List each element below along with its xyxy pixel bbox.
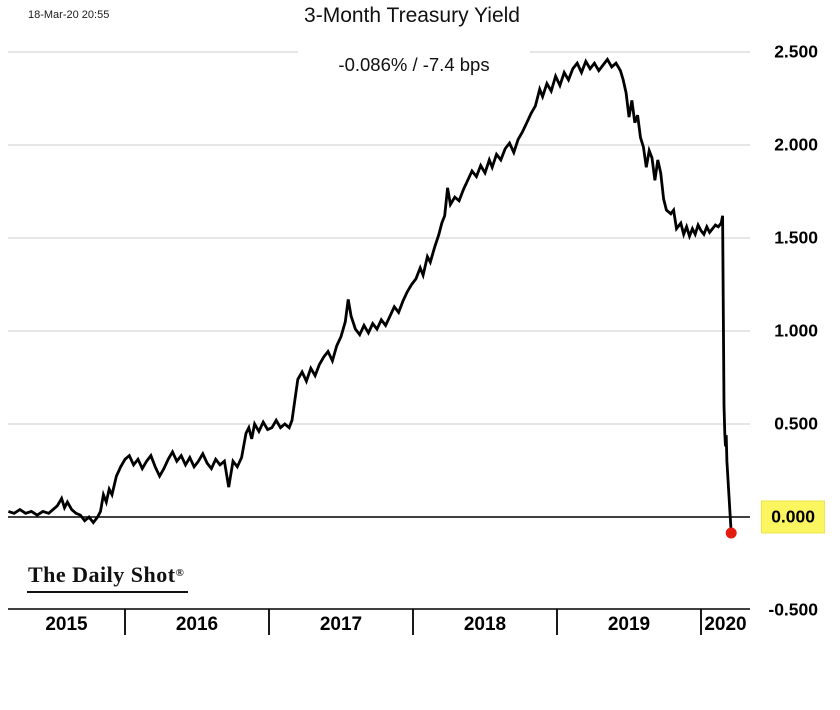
y-tick-label: 0.500 xyxy=(774,413,818,434)
daily-shot-logo: The Daily Shot® xyxy=(27,562,189,593)
x-tick-label: 2018 xyxy=(463,614,507,635)
y-tick-label: -0.500 xyxy=(768,599,818,620)
x-tick-label: 2020 xyxy=(704,614,747,635)
x-tick-label: 2015 xyxy=(45,614,88,635)
y-tick-label: 1.000 xyxy=(774,320,818,341)
registered-mark: ® xyxy=(175,567,185,579)
chart-subtitle-wrap: -0.086% / -7.4 bps xyxy=(0,46,828,84)
latest-value-dot xyxy=(725,527,737,539)
chart-timestamp: 18-Mar-20 20:55 xyxy=(28,9,110,21)
x-tick-label: 2019 xyxy=(607,614,651,635)
chart-title-text: 3-Month Treasury Yield xyxy=(304,4,520,27)
y-tick-label: 2.000 xyxy=(774,134,818,155)
yield-line-series xyxy=(7,56,733,534)
latest-change-label: -0.086% / -7.4 bps xyxy=(298,46,530,84)
logo-text: The Daily Shot xyxy=(28,562,176,587)
x-tick-label: 2017 xyxy=(319,614,363,635)
y-tick-label: 2.500 xyxy=(774,41,818,62)
y-tick-label-highlighted: 0.000 xyxy=(761,500,825,534)
x-tick-label: 2016 xyxy=(175,614,219,635)
page-title: 3-Month Treasury Yield xyxy=(0,4,824,28)
y-tick-label: 1.500 xyxy=(774,227,818,248)
